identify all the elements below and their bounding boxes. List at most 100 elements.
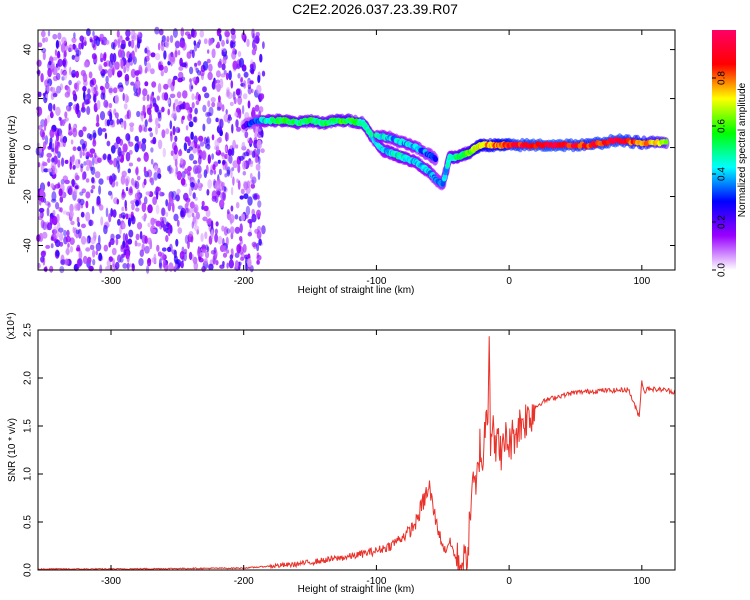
noise-cell (136, 110, 141, 118)
noise-cell (185, 208, 189, 214)
noise-cell (92, 249, 96, 258)
noise-cell (114, 94, 120, 105)
noise-cell (128, 229, 134, 238)
noise-cell (157, 139, 163, 150)
noise-cell (191, 49, 195, 59)
noise-cell (144, 81, 149, 87)
noise-cell (174, 50, 178, 58)
noise-cell (157, 123, 161, 129)
noise-cell (85, 200, 89, 209)
noise-cell (241, 32, 246, 40)
noise-cell (105, 75, 109, 84)
noise-cell (158, 64, 164, 71)
noise-cell (44, 79, 49, 85)
noise-cell (193, 135, 198, 145)
noise-cell (78, 250, 83, 260)
noise-cell (179, 251, 185, 260)
noise-cell (190, 131, 194, 140)
noise-cell (51, 191, 57, 202)
noise-cell (190, 28, 195, 38)
noise-cell (184, 31, 191, 36)
noise-cell (245, 205, 251, 216)
noise-cell (165, 128, 170, 135)
noise-cell (151, 257, 157, 263)
noise-cell (256, 242, 260, 252)
noise-cell (195, 100, 200, 106)
noise-cell (193, 40, 197, 46)
noise-cell (136, 157, 141, 162)
noise-cell (76, 80, 81, 85)
noise-cell (179, 157, 184, 165)
noise-cell (258, 156, 261, 165)
noise-cell (197, 155, 202, 165)
noise-cell (52, 56, 58, 61)
noise-cell (105, 39, 110, 45)
noise-cell (152, 97, 157, 107)
noise-cell (98, 65, 103, 72)
noise-cell (256, 84, 262, 94)
noise-cell (205, 111, 211, 118)
noise-cell (168, 262, 174, 272)
noise-cell (115, 181, 119, 187)
noise-cell (254, 156, 259, 164)
noise-cell (169, 93, 176, 99)
noise-cell (247, 100, 251, 109)
noise-cell (222, 245, 227, 253)
noise-cell (125, 29, 131, 38)
noise-cell (136, 242, 142, 247)
noise-cell (75, 204, 81, 210)
noise-cell (145, 62, 152, 72)
noise-cell (150, 217, 156, 226)
noise-cell (170, 132, 173, 142)
noise-cell (174, 171, 178, 177)
noise-cell (108, 241, 111, 248)
noise-cell (222, 57, 227, 65)
noise-cell (131, 215, 136, 225)
noise-cell (71, 178, 75, 187)
noise-cell (75, 49, 82, 57)
noise-cell (257, 131, 262, 139)
noise-cell (224, 173, 228, 178)
noise-cell (106, 140, 111, 147)
noise-cell (51, 61, 56, 69)
noise-cell (90, 237, 96, 245)
noise-cell (96, 114, 100, 124)
noise-cell (40, 250, 46, 258)
noise-cell (208, 263, 214, 271)
noise-cell (54, 49, 58, 56)
noise-cell (40, 73, 44, 83)
noise-cell (47, 168, 52, 173)
noise-cell (134, 79, 141, 89)
noise-cell (258, 106, 264, 113)
noise-cell (71, 37, 77, 43)
noise-cell (221, 49, 224, 57)
noise-cell (112, 209, 117, 218)
noise-cell (251, 150, 256, 158)
noise-cell (125, 36, 130, 41)
noise-cell (239, 223, 243, 234)
noise-cell (207, 179, 213, 189)
noise-cell (51, 165, 55, 176)
noise-cell (126, 255, 130, 263)
noise-cell (210, 38, 214, 45)
noise-cell (52, 209, 56, 216)
y-tick-label: 1.0 (23, 467, 34, 481)
noise-cell (99, 111, 106, 121)
noise-cell (83, 90, 86, 101)
noise-cell (220, 152, 225, 157)
noise-cell (251, 176, 257, 184)
noise-cell (243, 71, 249, 78)
noise-cell (206, 189, 210, 196)
noise-cell (128, 162, 133, 167)
noise-cell (256, 252, 260, 258)
noise-cell (128, 149, 133, 155)
noise-cell (96, 200, 102, 207)
noise-cell (113, 174, 117, 181)
noise-cell (216, 41, 220, 48)
noise-cell (46, 83, 51, 92)
secondary-ridge-cell (433, 156, 438, 163)
noise-cell (103, 53, 107, 62)
noise-cell (155, 105, 160, 113)
spectrogram-y-label: Frequency (Hz) (7, 116, 18, 185)
